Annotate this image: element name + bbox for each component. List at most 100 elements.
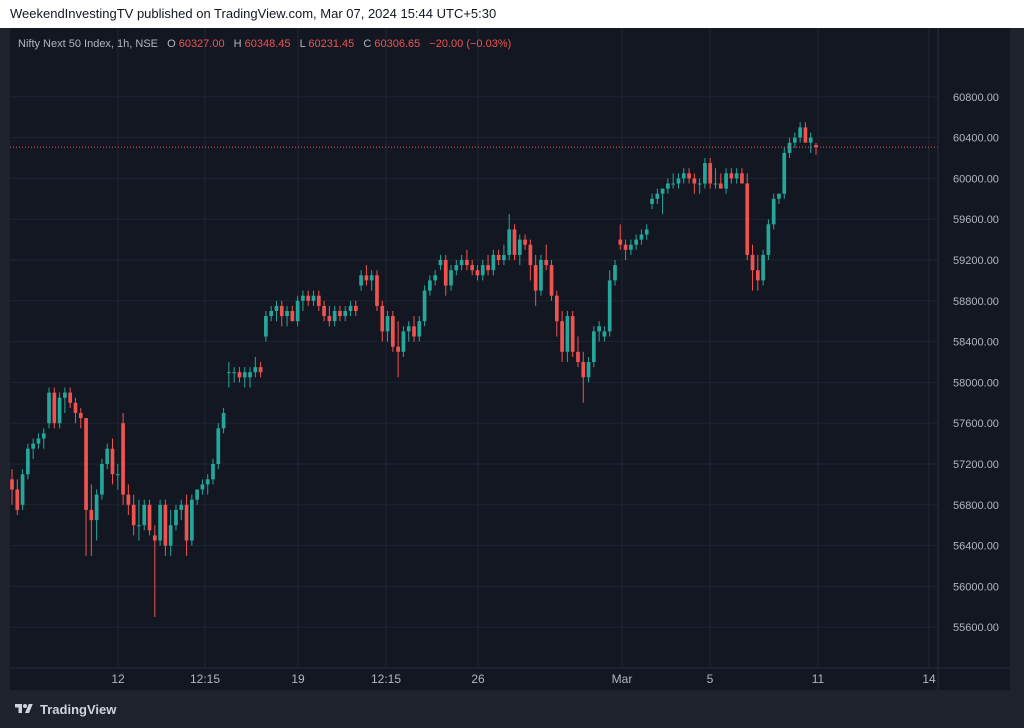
candle-body [163,504,168,546]
legend-l-label: L [300,38,306,50]
candle-body [248,372,252,378]
candle-body [68,392,73,403]
candle-body [697,183,702,185]
candle-body [554,295,559,322]
candle-body [586,362,591,378]
candle-body [327,316,332,322]
y-tick-label: 58800.00 [953,296,999,308]
candle-body [634,239,639,245]
candle-body [338,311,342,317]
candle-body [15,489,20,510]
candle-body [142,504,147,526]
candle-body [396,346,400,352]
y-tick-label: 57200.00 [953,459,999,471]
candle-body [523,239,527,245]
candle-body [385,316,390,332]
candle-body [549,265,554,296]
x-tick-label: 5 [707,672,714,686]
candle-body [703,163,707,184]
candle-body [343,311,348,317]
candle-body [803,127,808,143]
candle-body [533,265,538,291]
candle-body [766,224,771,255]
candle-body [126,494,131,505]
candle-body [814,145,818,148]
candle-body [660,188,665,194]
x-tick-label: 14 [922,672,936,686]
candle-body [465,260,469,266]
candle-body [89,509,94,521]
candle-body [486,265,490,271]
candle-body [285,311,289,317]
candle-body [211,464,215,480]
y-tick-label: 60000.00 [953,173,999,185]
candle-body [792,137,797,143]
candle-body [269,311,274,317]
publish-line: WeekendInvestingTV published on TradingV… [10,6,497,21]
candle-body [189,499,194,541]
candle-body [57,397,62,424]
candle-body [184,504,189,541]
candle-body [777,193,781,199]
candle-body [740,173,744,184]
candle-body [539,260,543,291]
candle-body [475,270,480,276]
y-tick-label: 55600.00 [953,622,999,634]
legend-h-value: 60348.45 [245,38,291,50]
grid-lines [10,28,938,668]
candle-body [412,326,416,337]
legend-o-value: 60327.00 [179,38,225,50]
y-tick-label: 56400.00 [953,541,999,553]
candle-body [433,275,438,281]
candle-body [734,173,739,179]
candle-body [565,316,570,352]
y-tick-label: 60400.00 [953,133,999,145]
candle-body [227,372,231,374]
candlestick-chart[interactable]: 60800.00 60400.00 60000.00 59600.00 59200.00… [10,28,1010,690]
candle-body [380,305,385,332]
candle-body [729,173,734,179]
candle-body [105,448,110,464]
candle-body [353,305,358,311]
candle-body [279,305,284,317]
candle-body [528,244,533,266]
candle-body [591,331,596,362]
candle-body [428,280,432,291]
candle-body [443,260,448,286]
candle-body [597,326,601,332]
chart-pane[interactable]: 60800.00 60400.00 60000.00 59600.00 59200.00… [10,28,1010,690]
candle-body [507,229,512,255]
candle-body [787,142,792,153]
candle-body [253,367,258,373]
candle-body [63,392,67,398]
y-tick-label: 57600.00 [953,418,999,430]
candle-body [205,479,210,485]
candle-body [359,275,363,286]
publish-header: WeekendInvestingTV published on TradingV… [0,0,1024,28]
x-tick-label: 12 [111,672,125,686]
candle-body [131,504,136,526]
candle-body [644,229,649,235]
candle-body [168,525,173,546]
candle-body [242,372,247,378]
candle-body [422,290,427,322]
candle-body [692,178,697,184]
candle-body [110,448,115,475]
candle-body [454,265,459,271]
candle-body [406,326,411,332]
candle-body [26,448,30,475]
candle-body [274,305,279,311]
tradingview-brand: TradingView [40,701,117,717]
candle-body [750,254,755,271]
candle-body [681,173,686,179]
candle-body [264,316,268,337]
y-tick-label: 60800.00 [953,92,999,104]
candle-body [602,331,607,337]
candle-body [200,484,205,490]
candle-body [798,127,802,138]
candle-body [449,270,453,286]
candle-body [316,295,321,306]
candle-body [517,239,522,255]
candle-body [480,265,485,276]
legend-change: −20.00 (−0.03%) [429,38,511,50]
